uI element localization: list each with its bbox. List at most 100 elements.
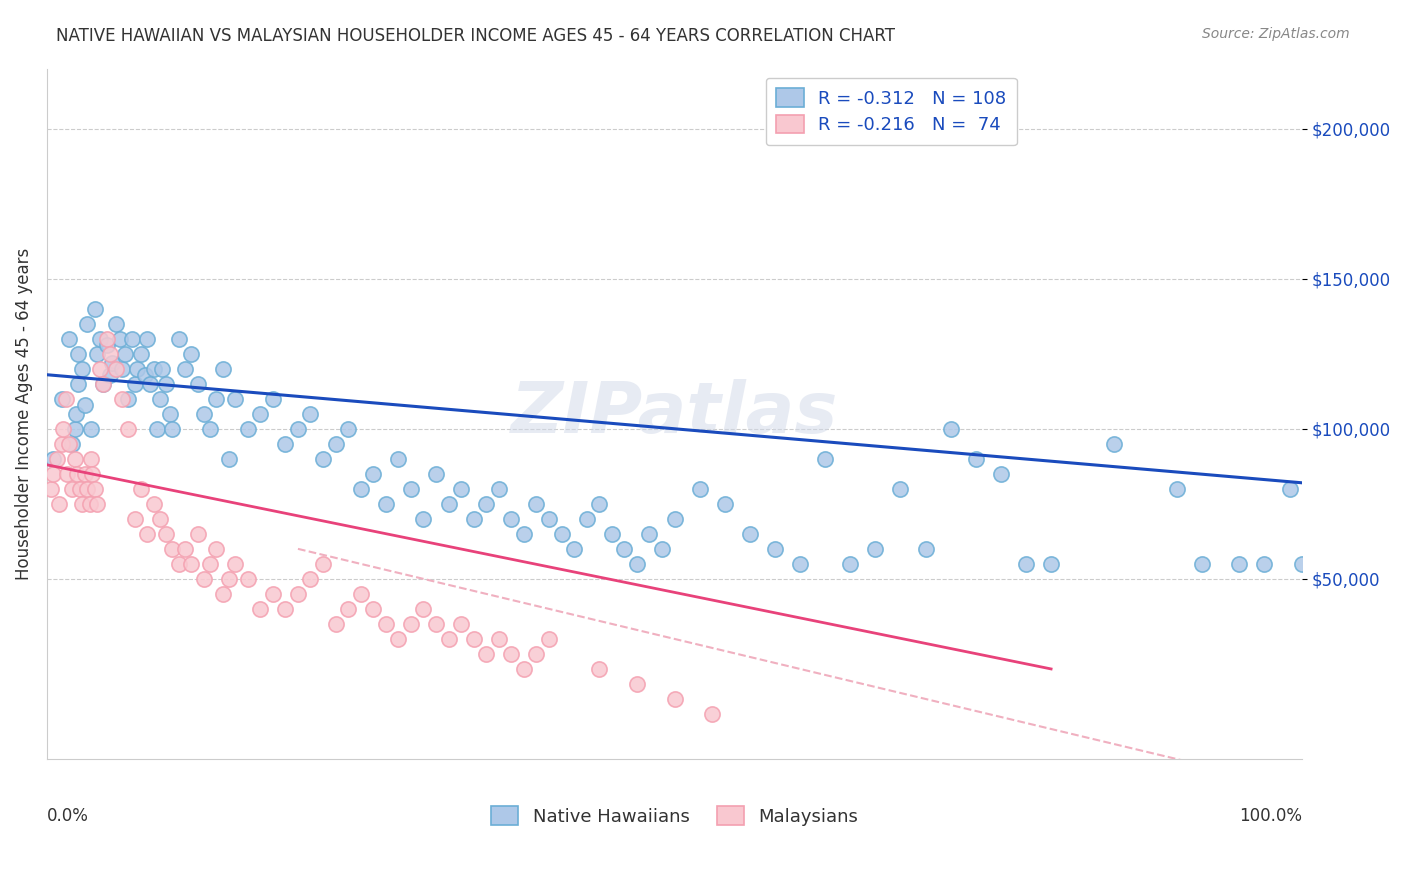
Point <box>914 541 936 556</box>
Point <box>205 541 228 556</box>
Point <box>162 541 184 556</box>
Point <box>350 482 373 496</box>
Point <box>136 332 159 346</box>
Point <box>51 437 73 451</box>
Point <box>124 512 146 526</box>
Point <box>1291 557 1313 571</box>
Point <box>702 706 724 721</box>
Point <box>361 467 384 481</box>
Point <box>96 332 118 346</box>
Point <box>55 392 77 406</box>
Point <box>70 497 93 511</box>
Point <box>66 467 89 481</box>
Point <box>1102 437 1125 451</box>
Point <box>600 526 623 541</box>
Point <box>501 647 523 661</box>
Point <box>63 422 86 436</box>
Point <box>425 467 447 481</box>
Point <box>80 422 103 436</box>
Point <box>374 497 396 511</box>
Point <box>437 632 460 646</box>
Point <box>83 482 105 496</box>
Point <box>167 557 190 571</box>
Point <box>124 376 146 391</box>
Point <box>236 422 259 436</box>
Point <box>174 361 197 376</box>
Point <box>1253 557 1275 571</box>
Point <box>111 392 134 406</box>
Point <box>361 602 384 616</box>
Legend: Native Hawaiians, Malaysians: Native Hawaiians, Malaysians <box>484 799 865 833</box>
Point <box>83 301 105 316</box>
Point <box>186 376 208 391</box>
Point <box>136 526 159 541</box>
Point <box>180 347 202 361</box>
Point <box>129 347 152 361</box>
Point <box>93 376 115 391</box>
Point <box>150 361 173 376</box>
Point <box>249 407 271 421</box>
Point <box>450 616 472 631</box>
Point <box>387 451 409 466</box>
Point <box>312 557 335 571</box>
Point <box>575 512 598 526</box>
Point <box>299 407 322 421</box>
Point <box>70 361 93 376</box>
Point <box>713 497 735 511</box>
Point <box>350 587 373 601</box>
Text: 100.0%: 100.0% <box>1239 807 1302 825</box>
Point <box>127 361 149 376</box>
Point <box>159 407 181 421</box>
Point <box>990 467 1012 481</box>
Point <box>1040 557 1063 571</box>
Point <box>664 512 686 526</box>
Point <box>60 437 83 451</box>
Point <box>1229 557 1251 571</box>
Point <box>67 376 90 391</box>
Point <box>763 541 786 556</box>
Point <box>76 317 98 331</box>
Point <box>39 482 62 496</box>
Point <box>1303 557 1326 571</box>
Point <box>149 512 172 526</box>
Point <box>437 497 460 511</box>
Point <box>965 451 987 466</box>
Point <box>651 541 673 556</box>
Point <box>224 392 246 406</box>
Point <box>526 647 548 661</box>
Point <box>162 422 184 436</box>
Point <box>69 482 91 496</box>
Point <box>274 602 297 616</box>
Point <box>513 526 536 541</box>
Point <box>249 602 271 616</box>
Point <box>312 451 335 466</box>
Point <box>412 512 434 526</box>
Point <box>236 572 259 586</box>
Point <box>48 497 70 511</box>
Point <box>73 398 96 412</box>
Point <box>450 482 472 496</box>
Point <box>63 451 86 466</box>
Point <box>463 512 485 526</box>
Point <box>111 361 134 376</box>
Point <box>60 482 83 496</box>
Point <box>58 332 80 346</box>
Point <box>198 422 221 436</box>
Point <box>537 512 560 526</box>
Point <box>475 647 498 661</box>
Point <box>198 557 221 571</box>
Point <box>789 557 811 571</box>
Point <box>664 692 686 706</box>
Point <box>167 332 190 346</box>
Point <box>104 361 127 376</box>
Point <box>475 497 498 511</box>
Point <box>67 347 90 361</box>
Point <box>1191 557 1213 571</box>
Point <box>86 347 108 361</box>
Point <box>134 368 156 382</box>
Point <box>73 467 96 481</box>
Point <box>117 392 139 406</box>
Point <box>142 361 165 376</box>
Point <box>142 497 165 511</box>
Point <box>287 422 309 436</box>
